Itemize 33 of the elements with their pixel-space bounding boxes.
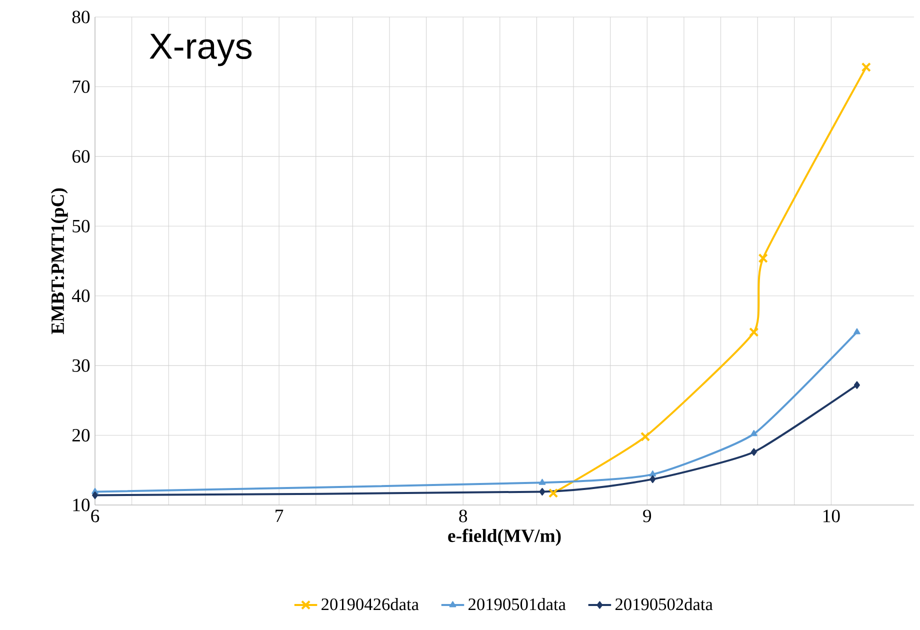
y-tick-label: 70 bbox=[72, 80, 90, 94]
legend-label: 20190426data bbox=[322, 598, 419, 610]
point bbox=[92, 491, 98, 500]
point bbox=[649, 470, 656, 477]
point bbox=[758, 253, 768, 264]
point bbox=[750, 430, 758, 436]
x-tick-label: 6 bbox=[91, 510, 100, 522]
y-axis-title: EMBT:PMT1(pC) bbox=[50, 188, 68, 334]
x-axis-title: e-field(MV/m) bbox=[448, 528, 561, 546]
legend-label: 20190502data bbox=[616, 598, 713, 610]
point bbox=[548, 488, 558, 498]
y-tick-label: 20 bbox=[72, 428, 90, 442]
x-tick-label: 7 bbox=[276, 510, 284, 522]
x-tick-label: 8 bbox=[459, 510, 468, 522]
x-tick-label: 10 bbox=[823, 510, 840, 522]
point bbox=[539, 488, 546, 496]
point bbox=[538, 478, 546, 485]
point bbox=[640, 432, 650, 442]
point bbox=[650, 475, 656, 484]
point bbox=[861, 62, 871, 72]
point bbox=[750, 448, 757, 456]
chart-title: X-rays bbox=[150, 34, 252, 66]
y-tick-label: 10 bbox=[73, 498, 90, 512]
y-tick-label: 40 bbox=[72, 290, 90, 302]
y-tick-label: 30 bbox=[72, 359, 90, 372]
x-tick-label: 9 bbox=[643, 510, 652, 522]
y-tick-label: 80 bbox=[72, 10, 90, 24]
y-tick-label: 50 bbox=[72, 220, 90, 232]
point bbox=[854, 381, 860, 389]
point bbox=[854, 328, 860, 334]
y-tick-label: 60 bbox=[72, 150, 90, 163]
point bbox=[749, 327, 759, 337]
legend-label: 20190501data bbox=[468, 598, 566, 610]
